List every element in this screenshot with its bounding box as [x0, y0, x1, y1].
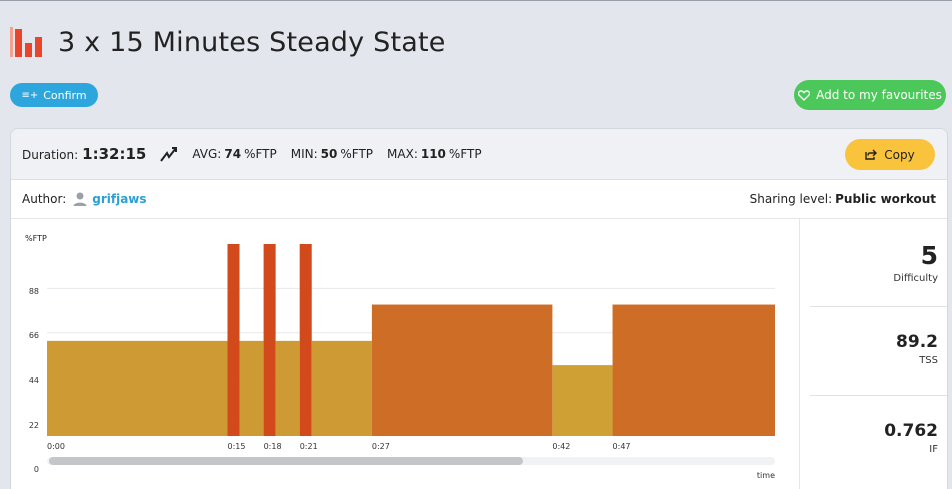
sharing-level: Sharing level: Public workout	[750, 192, 936, 206]
top-divider	[0, 0, 952, 1]
max-value: 110	[420, 147, 446, 161]
avg-stat: AVG: 74 %FTP	[192, 147, 276, 161]
author-name-link[interactable]: grifjaws	[92, 192, 147, 206]
add-to-favourites-button[interactable]: Add to my favourites	[794, 80, 946, 110]
author-row: Author: grifjaws Sharing level: Public wo…	[11, 180, 947, 219]
x-axis-label: time	[757, 471, 775, 480]
x-tick-label: 0:15	[227, 442, 245, 451]
page-title: 3 x 15 Minutes Steady State	[58, 26, 446, 58]
avg-label: AVG:	[192, 147, 222, 161]
y-axis-label: %FTP	[25, 234, 47, 243]
share-icon	[865, 149, 878, 160]
metric-divider	[810, 306, 947, 307]
confirm-button[interactable]: ≡+ Confirm	[10, 83, 98, 107]
x-tick-label: 0:42	[552, 442, 570, 451]
bar-chart-logo-icon	[10, 27, 46, 57]
heart-icon	[798, 89, 811, 101]
if-metric: 0.762 IF	[810, 421, 938, 455]
y-tick-label: 44	[29, 376, 39, 385]
favourites-button-label: Add to my favourites	[816, 88, 942, 102]
tss-metric: 89.2 TSS	[810, 332, 938, 366]
min-unit: %FTP	[340, 147, 374, 161]
confirm-button-label: Confirm	[43, 88, 87, 102]
avg-unit: %FTP	[244, 147, 277, 161]
min-stat: MIN: 50 %FTP	[291, 147, 373, 161]
duration: Duration: 1:32:15	[22, 145, 146, 163]
if-label: IF	[929, 444, 938, 455]
workout-card: Duration: 1:32:15 AVG: 74 %FTP MIN: 50 %FTP M…	[10, 128, 948, 489]
duration-label: Duration:	[22, 148, 79, 162]
tss-label: TSS	[919, 355, 938, 366]
x-tick-label: 0:47	[613, 442, 631, 451]
metrics-panel: 5 Difficulty 89.2 TSS 0.762 IF	[799, 219, 947, 489]
avatar	[72, 191, 88, 207]
workout-chart-svg: %FTP 0 22 44 66 88 0:00 0:15 0:18 0:21 0:27 0:42 0:4…	[25, 234, 775, 480]
y-tick-label: 66	[29, 331, 39, 340]
difficulty-value: 5	[920, 241, 938, 270]
y-tick-label: 88	[29, 287, 39, 296]
chart-bar-tempo	[275, 340, 300, 436]
chart-bar-vo2	[299, 244, 312, 436]
chart-bar-endurance	[552, 365, 613, 436]
min-label: MIN:	[290, 147, 318, 161]
chart-bar-vo2	[263, 244, 276, 436]
difficulty-metric: 5 Difficulty	[810, 241, 938, 284]
y-tick-label: 22	[29, 421, 39, 430]
stats-bar: Duration: 1:32:15 AVG: 74 %FTP MIN: 50 %FTP M…	[11, 129, 947, 180]
author-label: Author:	[22, 192, 67, 206]
max-label: MAX:	[387, 147, 418, 161]
x-tick-label: 0:21	[300, 442, 318, 451]
chart-bar-threshold	[371, 304, 553, 436]
y-tick-label: 0	[34, 465, 39, 474]
chart-bar-tempo	[239, 340, 264, 436]
max-stat: MAX: 110 %FTP	[387, 147, 482, 161]
chart-bar-tempo	[47, 340, 228, 436]
avg-value: 74	[224, 147, 242, 161]
copy-button[interactable]: Copy	[845, 139, 935, 170]
if-value: 0.762	[884, 421, 938, 441]
chart-scrollbar-thumb[interactable]	[49, 457, 523, 465]
title-row: 3 x 15 Minutes Steady State	[10, 22, 446, 62]
chart-bar-tempo	[311, 340, 372, 436]
x-tick-label: 0:27	[372, 442, 390, 451]
x-tick-label: 0:00	[47, 442, 65, 451]
difficulty-label: Difficulty	[893, 273, 938, 284]
add-list-icon: ≡+	[21, 89, 39, 101]
chart-bar-vo2	[227, 244, 240, 436]
duration-value: 1:32:15	[82, 145, 147, 163]
power-zap-icon	[160, 146, 178, 162]
metric-divider	[810, 395, 947, 396]
x-tick-label: 0:18	[264, 442, 282, 451]
chart-bar-threshold	[612, 304, 775, 436]
sharing-label: Sharing level:	[749, 192, 833, 206]
tss-value: 89.2	[896, 332, 938, 352]
max-unit: %FTP	[448, 147, 482, 161]
copy-button-label: Copy	[884, 147, 915, 162]
sharing-value: Public workout	[835, 192, 936, 206]
min-value: 50	[320, 147, 338, 161]
workout-chart: %FTP 0 22 44 66 88 0:00 0:15 0:18 0:21 0:27 0:42 0:4…	[11, 219, 799, 489]
